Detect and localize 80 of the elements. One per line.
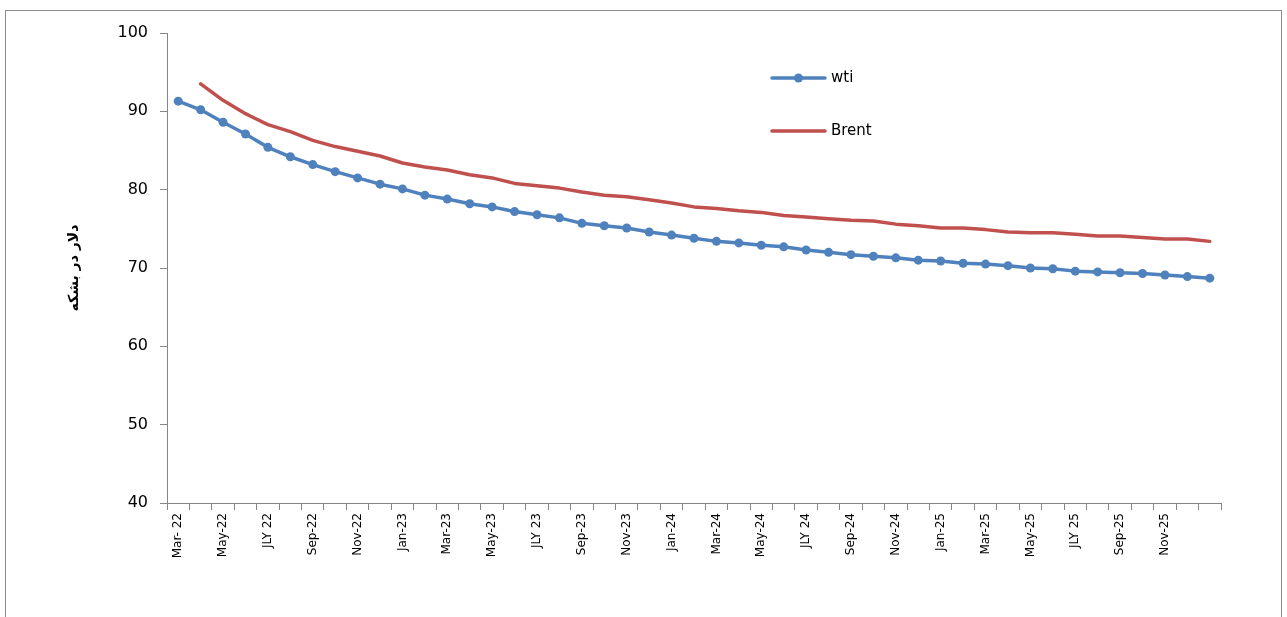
x-tick-label: JLY 23: [529, 513, 544, 550]
point: [667, 230, 677, 240]
legend-label: Brent: [831, 120, 872, 139]
point: [846, 250, 856, 260]
point: [824, 247, 834, 257]
y-axis-title: دلار در بشکه: [65, 224, 82, 312]
legend-label: wti: [831, 67, 854, 86]
x-tick-label: Nov-24: [887, 513, 902, 556]
point: [218, 117, 228, 127]
y-tick-label: 90: [127, 100, 148, 120]
x-tick-label: Sep-25: [1112, 513, 1127, 556]
x-tick-label: Nov-25: [1157, 513, 1172, 556]
x-tick-label: Jan-24: [663, 513, 678, 553]
point: [1070, 266, 1080, 276]
point: [510, 207, 520, 217]
x-tick-label: JLY 24: [798, 513, 813, 550]
point: [599, 221, 609, 231]
point: [1093, 267, 1103, 277]
point: [779, 242, 789, 252]
point: [330, 167, 340, 177]
y-tick-label: 60: [127, 335, 148, 355]
point: [173, 96, 183, 106]
point: [442, 194, 452, 204]
point: [622, 223, 632, 233]
point: [240, 129, 250, 139]
x-tick-label: Mar-24: [708, 513, 723, 555]
point: [196, 105, 206, 115]
point: [1115, 268, 1125, 278]
x-tick-label: Sep-22: [304, 513, 319, 556]
point: [1003, 261, 1013, 271]
x-tick-label: Nov-23: [618, 513, 633, 556]
point: [1025, 263, 1035, 273]
y-tick-label: 70: [127, 257, 148, 277]
point: [1182, 272, 1192, 282]
point: [487, 202, 497, 212]
point: [756, 240, 766, 250]
x-tick-label: Mar-23: [439, 513, 454, 555]
point: [1048, 264, 1058, 274]
point: [958, 258, 968, 268]
x-tick-label: Sep-23: [574, 513, 588, 556]
x-tick-label: Jan-25: [932, 513, 947, 553]
x-tick-label: Mar- 22: [170, 513, 185, 559]
x-tick-label: JLY 25: [1067, 513, 1082, 550]
x-tick-label: May-24: [753, 513, 768, 558]
y-tick-label: 50: [127, 413, 148, 433]
point: [801, 245, 811, 255]
x-tick-label: Nov-22: [349, 513, 364, 556]
x-tick-label: Mar-25: [977, 513, 992, 555]
point: [981, 259, 991, 269]
point: [711, 236, 721, 246]
point: [308, 160, 318, 170]
point: [734, 238, 744, 248]
point: [577, 218, 587, 228]
x-tick-label: May-25: [1022, 513, 1037, 558]
point: [644, 227, 654, 237]
point: [1138, 268, 1148, 278]
x-tick-label: May-22: [215, 513, 230, 558]
point: [353, 173, 363, 183]
point: [868, 251, 878, 261]
x-tick-label: JLY 22: [260, 513, 275, 550]
point: [936, 256, 946, 266]
point: [397, 184, 407, 194]
x-tick-label: May-23: [484, 513, 499, 558]
point: [532, 210, 542, 220]
x-tick-label: Jan-23: [394, 513, 409, 553]
point: [420, 190, 430, 200]
point: [1205, 273, 1215, 283]
point: [465, 199, 475, 209]
point: [375, 179, 385, 189]
point: [285, 152, 295, 162]
y-tick-label: 80: [127, 178, 148, 198]
point: [913, 255, 923, 265]
point: [1160, 270, 1170, 280]
x-tick-label: Sep-24: [843, 513, 858, 556]
point: [891, 253, 901, 263]
y-tick-label: 40: [127, 492, 148, 512]
y-tick-label: 100: [117, 22, 148, 42]
point: [263, 142, 273, 152]
point: [689, 233, 699, 243]
point: [554, 213, 564, 223]
